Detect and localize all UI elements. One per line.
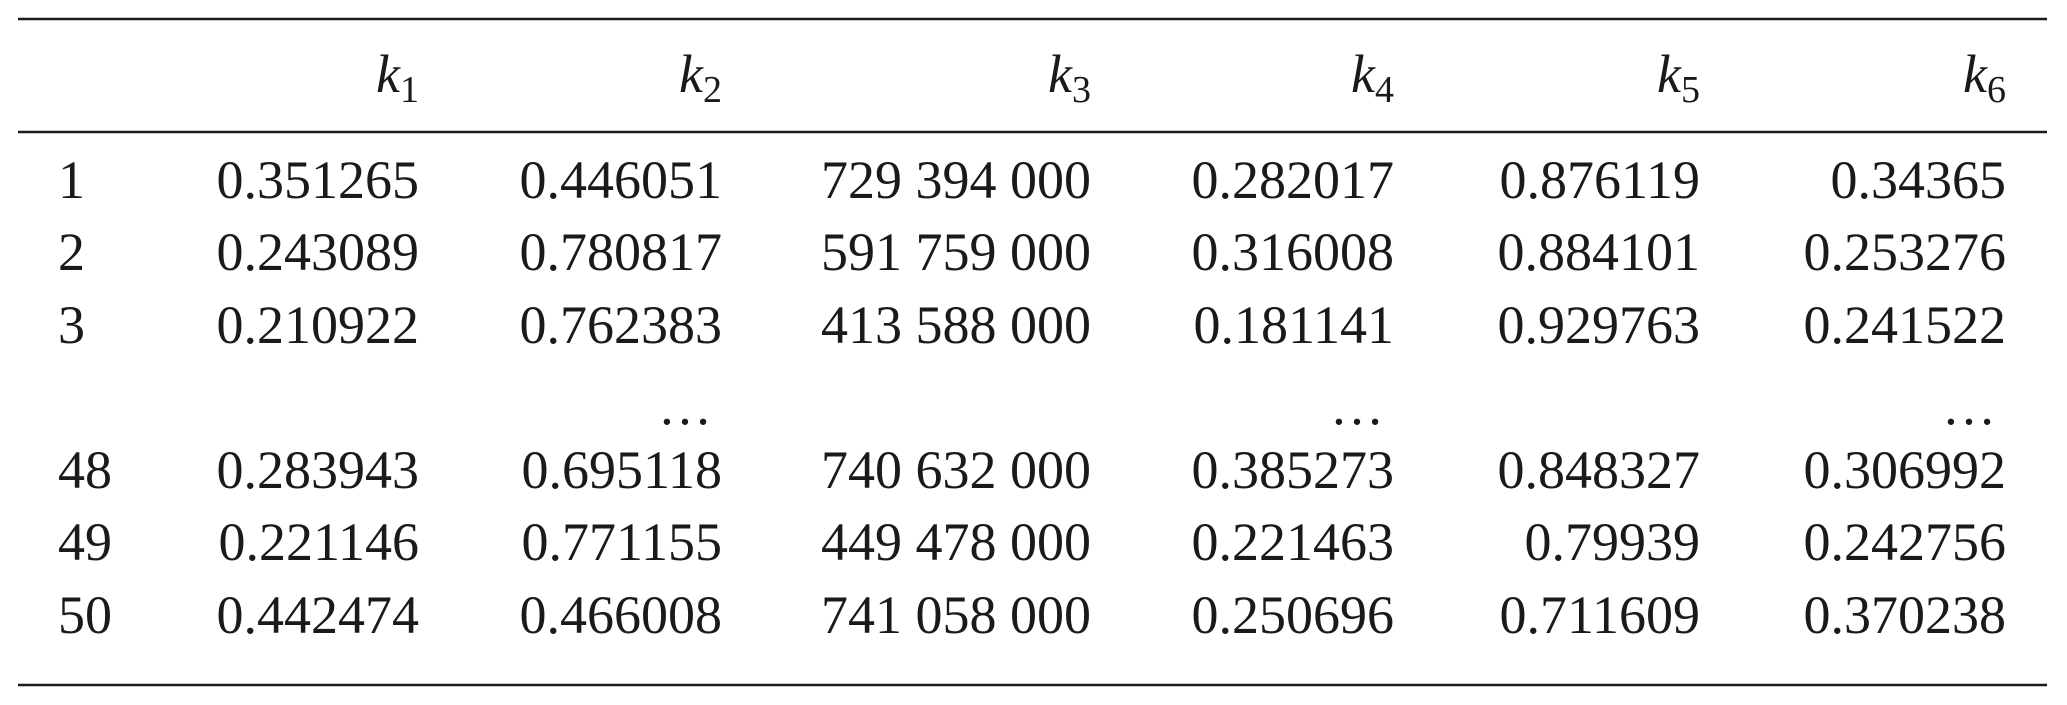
column-header: k3 <box>1048 44 1091 111</box>
row-label: 48 <box>58 440 112 500</box>
row-label: 1 <box>58 150 85 210</box>
cell-value: 591 759 000 <box>821 222 1091 282</box>
cell-value: 0.466008 <box>520 585 723 645</box>
header-subscript: 1 <box>400 69 419 111</box>
cell-value: 0.884101 <box>1498 222 1701 282</box>
cell-value: 0.385273 <box>1192 440 1395 500</box>
header-subscript: 2 <box>703 69 722 111</box>
cell-value: 0.446051 <box>520 150 723 210</box>
cell-value: 0.282017 <box>1192 150 1395 210</box>
header-symbol: k <box>1048 44 1073 104</box>
row-label: 2 <box>58 222 85 282</box>
cell-value: 0.210922 <box>217 295 420 355</box>
cell-value: 0.370238 <box>1804 585 2007 645</box>
header-subscript: 3 <box>1072 69 1091 111</box>
ellipsis: … <box>658 376 722 436</box>
cell-value: 0.711609 <box>1500 585 1701 645</box>
column-header: k6 <box>1963 44 2006 111</box>
cell-value: 0.306992 <box>1804 440 2007 500</box>
header-symbol: k <box>1963 44 1988 104</box>
header-symbol: k <box>679 44 704 104</box>
cell-value: 0.181141 <box>1194 295 1395 355</box>
cell-value: 0.762383 <box>520 295 723 355</box>
cell-value: 0.442474 <box>217 585 420 645</box>
cell-value: 0.283943 <box>217 440 420 500</box>
ellipsis: … <box>1942 376 2006 436</box>
header-subscript: 4 <box>1375 69 1394 111</box>
row-label: 3 <box>58 295 85 355</box>
cell-value: 0.695118 <box>522 440 723 500</box>
column-header: k5 <box>1657 44 1700 111</box>
cell-value: 413 588 000 <box>821 295 1091 355</box>
header-symbol: k <box>1351 44 1376 104</box>
cell-value: 0.780817 <box>520 222 723 282</box>
header-subscript: 6 <box>1987 69 2006 111</box>
cell-value: 0.316008 <box>1192 222 1395 282</box>
cell-value: 0.351265 <box>217 150 420 210</box>
cell-value: 0.242756 <box>1804 512 2007 572</box>
row-label: 49 <box>58 512 112 572</box>
cell-value: 449 478 000 <box>821 512 1091 572</box>
cell-value: 0.243089 <box>217 222 420 282</box>
ellipsis: … <box>1330 376 1394 436</box>
cell-value: 740 632 000 <box>821 440 1091 500</box>
cell-value: 0.771155 <box>522 512 723 572</box>
row-label: 50 <box>58 585 112 645</box>
column-header: k1 <box>376 44 419 111</box>
cell-value: 0.34365 <box>1831 150 2007 210</box>
header-symbol: k <box>376 44 401 104</box>
cell-value: 0.250696 <box>1192 585 1395 645</box>
column-header: k4 <box>1351 44 1394 111</box>
column-header: k2 <box>679 44 722 111</box>
cell-value: 0.929763 <box>1498 295 1701 355</box>
cell-value: 0.848327 <box>1498 440 1701 500</box>
header-symbol: k <box>1657 44 1682 104</box>
header-subscript: 5 <box>1681 69 1700 111</box>
cell-value: 0.876119 <box>1500 150 1701 210</box>
cell-value: 0.241522 <box>1804 295 2007 355</box>
cell-value: 0.253276 <box>1804 222 2007 282</box>
cell-value: 729 394 000 <box>821 150 1091 210</box>
cell-value: 0.221463 <box>1192 512 1395 572</box>
cell-value: 0.79939 <box>1525 512 1701 572</box>
cell-value: 741 058 000 <box>821 585 1091 645</box>
cell-value: 0.221146 <box>219 512 420 572</box>
